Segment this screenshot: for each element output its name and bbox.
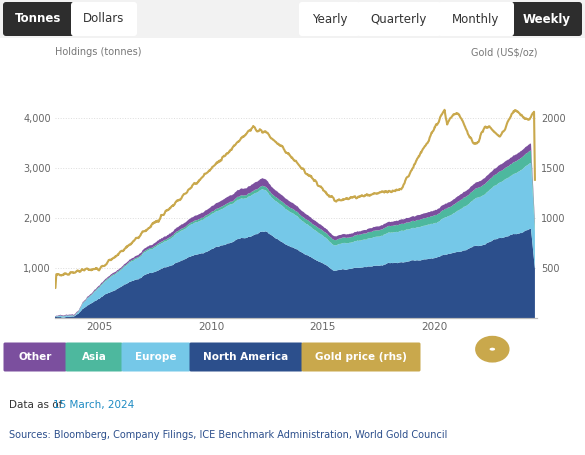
FancyBboxPatch shape xyxy=(299,2,360,36)
FancyBboxPatch shape xyxy=(438,2,514,36)
Text: COUNCIL: COUNCIL xyxy=(510,355,552,364)
FancyBboxPatch shape xyxy=(511,2,582,36)
Text: Asia: Asia xyxy=(81,352,106,362)
Text: Other: Other xyxy=(18,352,51,362)
Text: Weekly: Weekly xyxy=(522,12,570,25)
FancyBboxPatch shape xyxy=(301,343,421,371)
FancyBboxPatch shape xyxy=(357,2,441,36)
Text: Holdings (tonnes): Holdings (tonnes) xyxy=(55,47,142,57)
FancyBboxPatch shape xyxy=(4,343,67,371)
Text: Quarterly: Quarterly xyxy=(371,12,427,25)
Text: Yearly: Yearly xyxy=(312,12,347,25)
Text: Gold price (rhs): Gold price (rhs) xyxy=(315,352,407,362)
Text: Gold (US$/oz): Gold (US$/oz) xyxy=(471,47,537,57)
Text: GOLD: GOLD xyxy=(518,345,544,354)
Text: Data as of: Data as of xyxy=(9,400,66,410)
Text: Europe: Europe xyxy=(135,352,177,362)
Text: Tonnes: Tonnes xyxy=(15,12,61,25)
Text: Sources: Bloomberg, Company Filings, ICE Benchmark Administration, World Gold Co: Sources: Bloomberg, Company Filings, ICE… xyxy=(9,430,447,440)
FancyBboxPatch shape xyxy=(66,343,122,371)
Text: 15 March, 2024: 15 March, 2024 xyxy=(53,400,135,410)
FancyBboxPatch shape xyxy=(190,343,302,371)
Text: Dollars: Dollars xyxy=(83,12,125,25)
Text: Monthly: Monthly xyxy=(452,12,500,25)
FancyBboxPatch shape xyxy=(122,343,191,371)
FancyBboxPatch shape xyxy=(3,2,74,36)
Text: North America: North America xyxy=(204,352,288,362)
FancyBboxPatch shape xyxy=(71,2,137,36)
Text: WORLD: WORLD xyxy=(514,334,549,343)
